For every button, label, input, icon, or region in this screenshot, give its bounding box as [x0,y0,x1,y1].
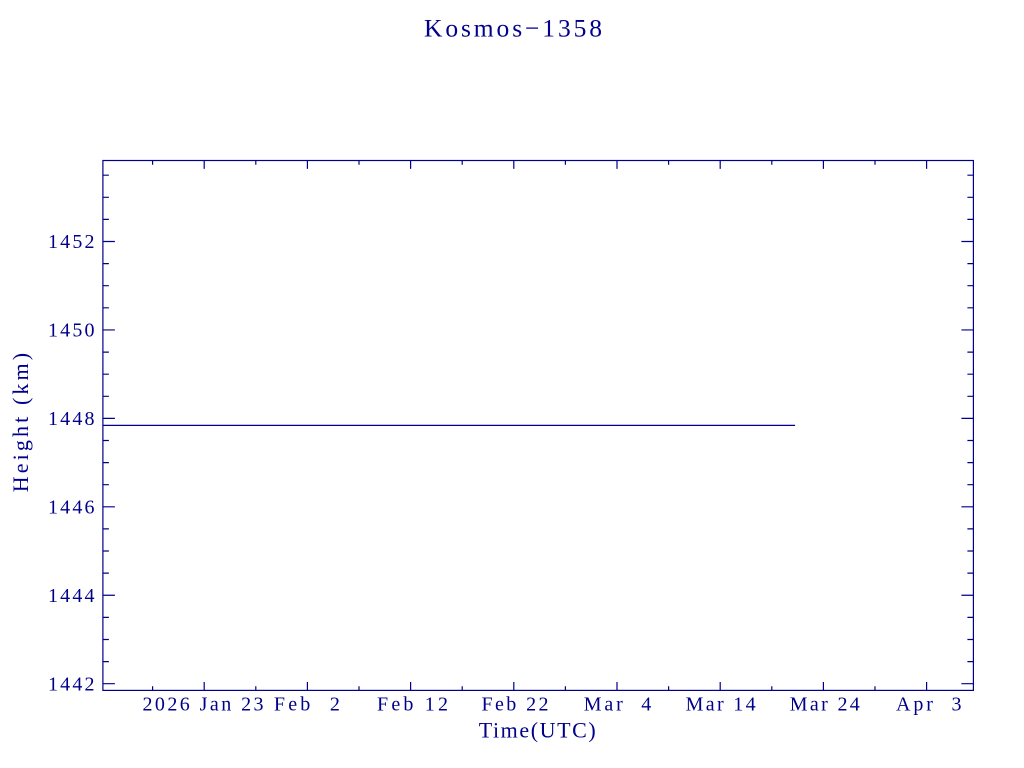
svg-text:Feb 12: Feb 12 [377,694,448,716]
svg-text:1452: 1452 [48,231,95,253]
svg-text:1444: 1444 [48,585,95,607]
svg-text:1448: 1448 [48,408,95,430]
svg-text:Kosmos−1358: Kosmos−1358 [424,14,602,43]
svg-text:Apr 3: Apr 3 [896,694,962,716]
svg-text:Mar 4: Mar 4 [584,694,652,716]
svg-text:1450: 1450 [48,320,95,342]
svg-text:Feb 22: Feb 22 [482,694,549,716]
svg-text:Mar 24: Mar 24 [790,694,860,716]
svg-text:1446: 1446 [48,497,95,519]
svg-text:1442: 1442 [48,673,95,695]
svg-text:Mar 14: Mar 14 [686,694,756,716]
svg-text:Time(UTC): Time(UTC) [479,717,596,742]
svg-text:2026 Jan 23: 2026 Jan 23 [143,694,264,716]
svg-text:Height (km): Height (km) [8,353,33,492]
svg-text:Feb 2: Feb 2 [274,694,340,716]
